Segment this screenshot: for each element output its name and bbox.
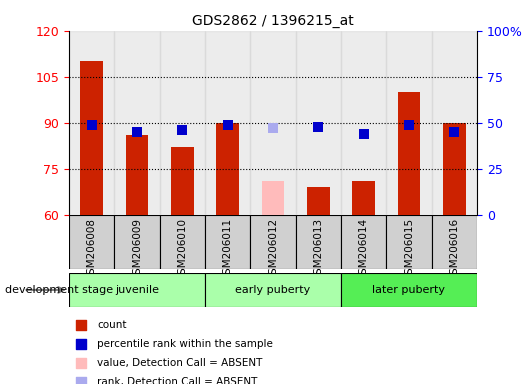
Text: early puberty: early puberty bbox=[235, 285, 311, 295]
Bar bbox=[205, 31, 250, 215]
Text: count: count bbox=[98, 320, 127, 330]
Bar bbox=[171, 147, 193, 215]
Bar bbox=[69, 31, 114, 215]
Text: development stage: development stage bbox=[5, 285, 113, 295]
Point bbox=[359, 131, 368, 137]
FancyBboxPatch shape bbox=[341, 273, 477, 306]
Point bbox=[77, 341, 85, 347]
Bar bbox=[216, 123, 239, 215]
Text: GSM206014: GSM206014 bbox=[359, 218, 369, 281]
FancyBboxPatch shape bbox=[296, 215, 341, 269]
FancyBboxPatch shape bbox=[205, 273, 341, 306]
Point bbox=[178, 127, 187, 133]
Text: juvenile: juvenile bbox=[115, 285, 159, 295]
Title: GDS2862 / 1396215_at: GDS2862 / 1396215_at bbox=[192, 14, 354, 28]
Bar bbox=[398, 92, 420, 215]
Bar bbox=[386, 31, 431, 215]
FancyBboxPatch shape bbox=[205, 215, 250, 269]
Text: GSM206016: GSM206016 bbox=[449, 218, 460, 281]
Point bbox=[314, 124, 323, 130]
FancyBboxPatch shape bbox=[250, 215, 296, 269]
Point bbox=[132, 129, 141, 135]
FancyBboxPatch shape bbox=[341, 215, 386, 269]
FancyBboxPatch shape bbox=[114, 215, 160, 269]
Bar bbox=[307, 187, 330, 215]
Text: GSM206015: GSM206015 bbox=[404, 218, 414, 281]
Point bbox=[223, 122, 232, 128]
Bar bbox=[341, 31, 386, 215]
Text: GSM206009: GSM206009 bbox=[132, 218, 142, 281]
Text: later puberty: later puberty bbox=[373, 285, 446, 295]
Bar bbox=[114, 31, 160, 215]
Bar bbox=[352, 181, 375, 215]
Point bbox=[77, 360, 85, 366]
FancyBboxPatch shape bbox=[431, 215, 477, 269]
Text: rank, Detection Call = ABSENT: rank, Detection Call = ABSENT bbox=[98, 377, 258, 384]
Point bbox=[405, 122, 413, 128]
Text: GSM206008: GSM206008 bbox=[86, 218, 96, 281]
FancyBboxPatch shape bbox=[160, 215, 205, 269]
FancyBboxPatch shape bbox=[386, 215, 431, 269]
Point bbox=[450, 129, 458, 135]
FancyBboxPatch shape bbox=[69, 215, 114, 269]
Bar bbox=[443, 123, 466, 215]
Text: GSM206013: GSM206013 bbox=[313, 218, 323, 281]
Point bbox=[77, 322, 85, 328]
Text: value, Detection Call = ABSENT: value, Detection Call = ABSENT bbox=[98, 358, 263, 368]
Bar bbox=[160, 31, 205, 215]
Bar bbox=[431, 31, 477, 215]
Point bbox=[269, 125, 277, 131]
Point bbox=[87, 122, 96, 128]
Bar bbox=[126, 135, 148, 215]
FancyBboxPatch shape bbox=[69, 273, 205, 306]
Text: GSM206010: GSM206010 bbox=[177, 218, 187, 281]
Point bbox=[77, 379, 85, 384]
Text: GSM206011: GSM206011 bbox=[223, 218, 233, 281]
Bar bbox=[296, 31, 341, 215]
Text: GSM206012: GSM206012 bbox=[268, 218, 278, 281]
Bar bbox=[262, 181, 284, 215]
Bar bbox=[250, 31, 296, 215]
Bar bbox=[80, 61, 103, 215]
Text: percentile rank within the sample: percentile rank within the sample bbox=[98, 339, 273, 349]
